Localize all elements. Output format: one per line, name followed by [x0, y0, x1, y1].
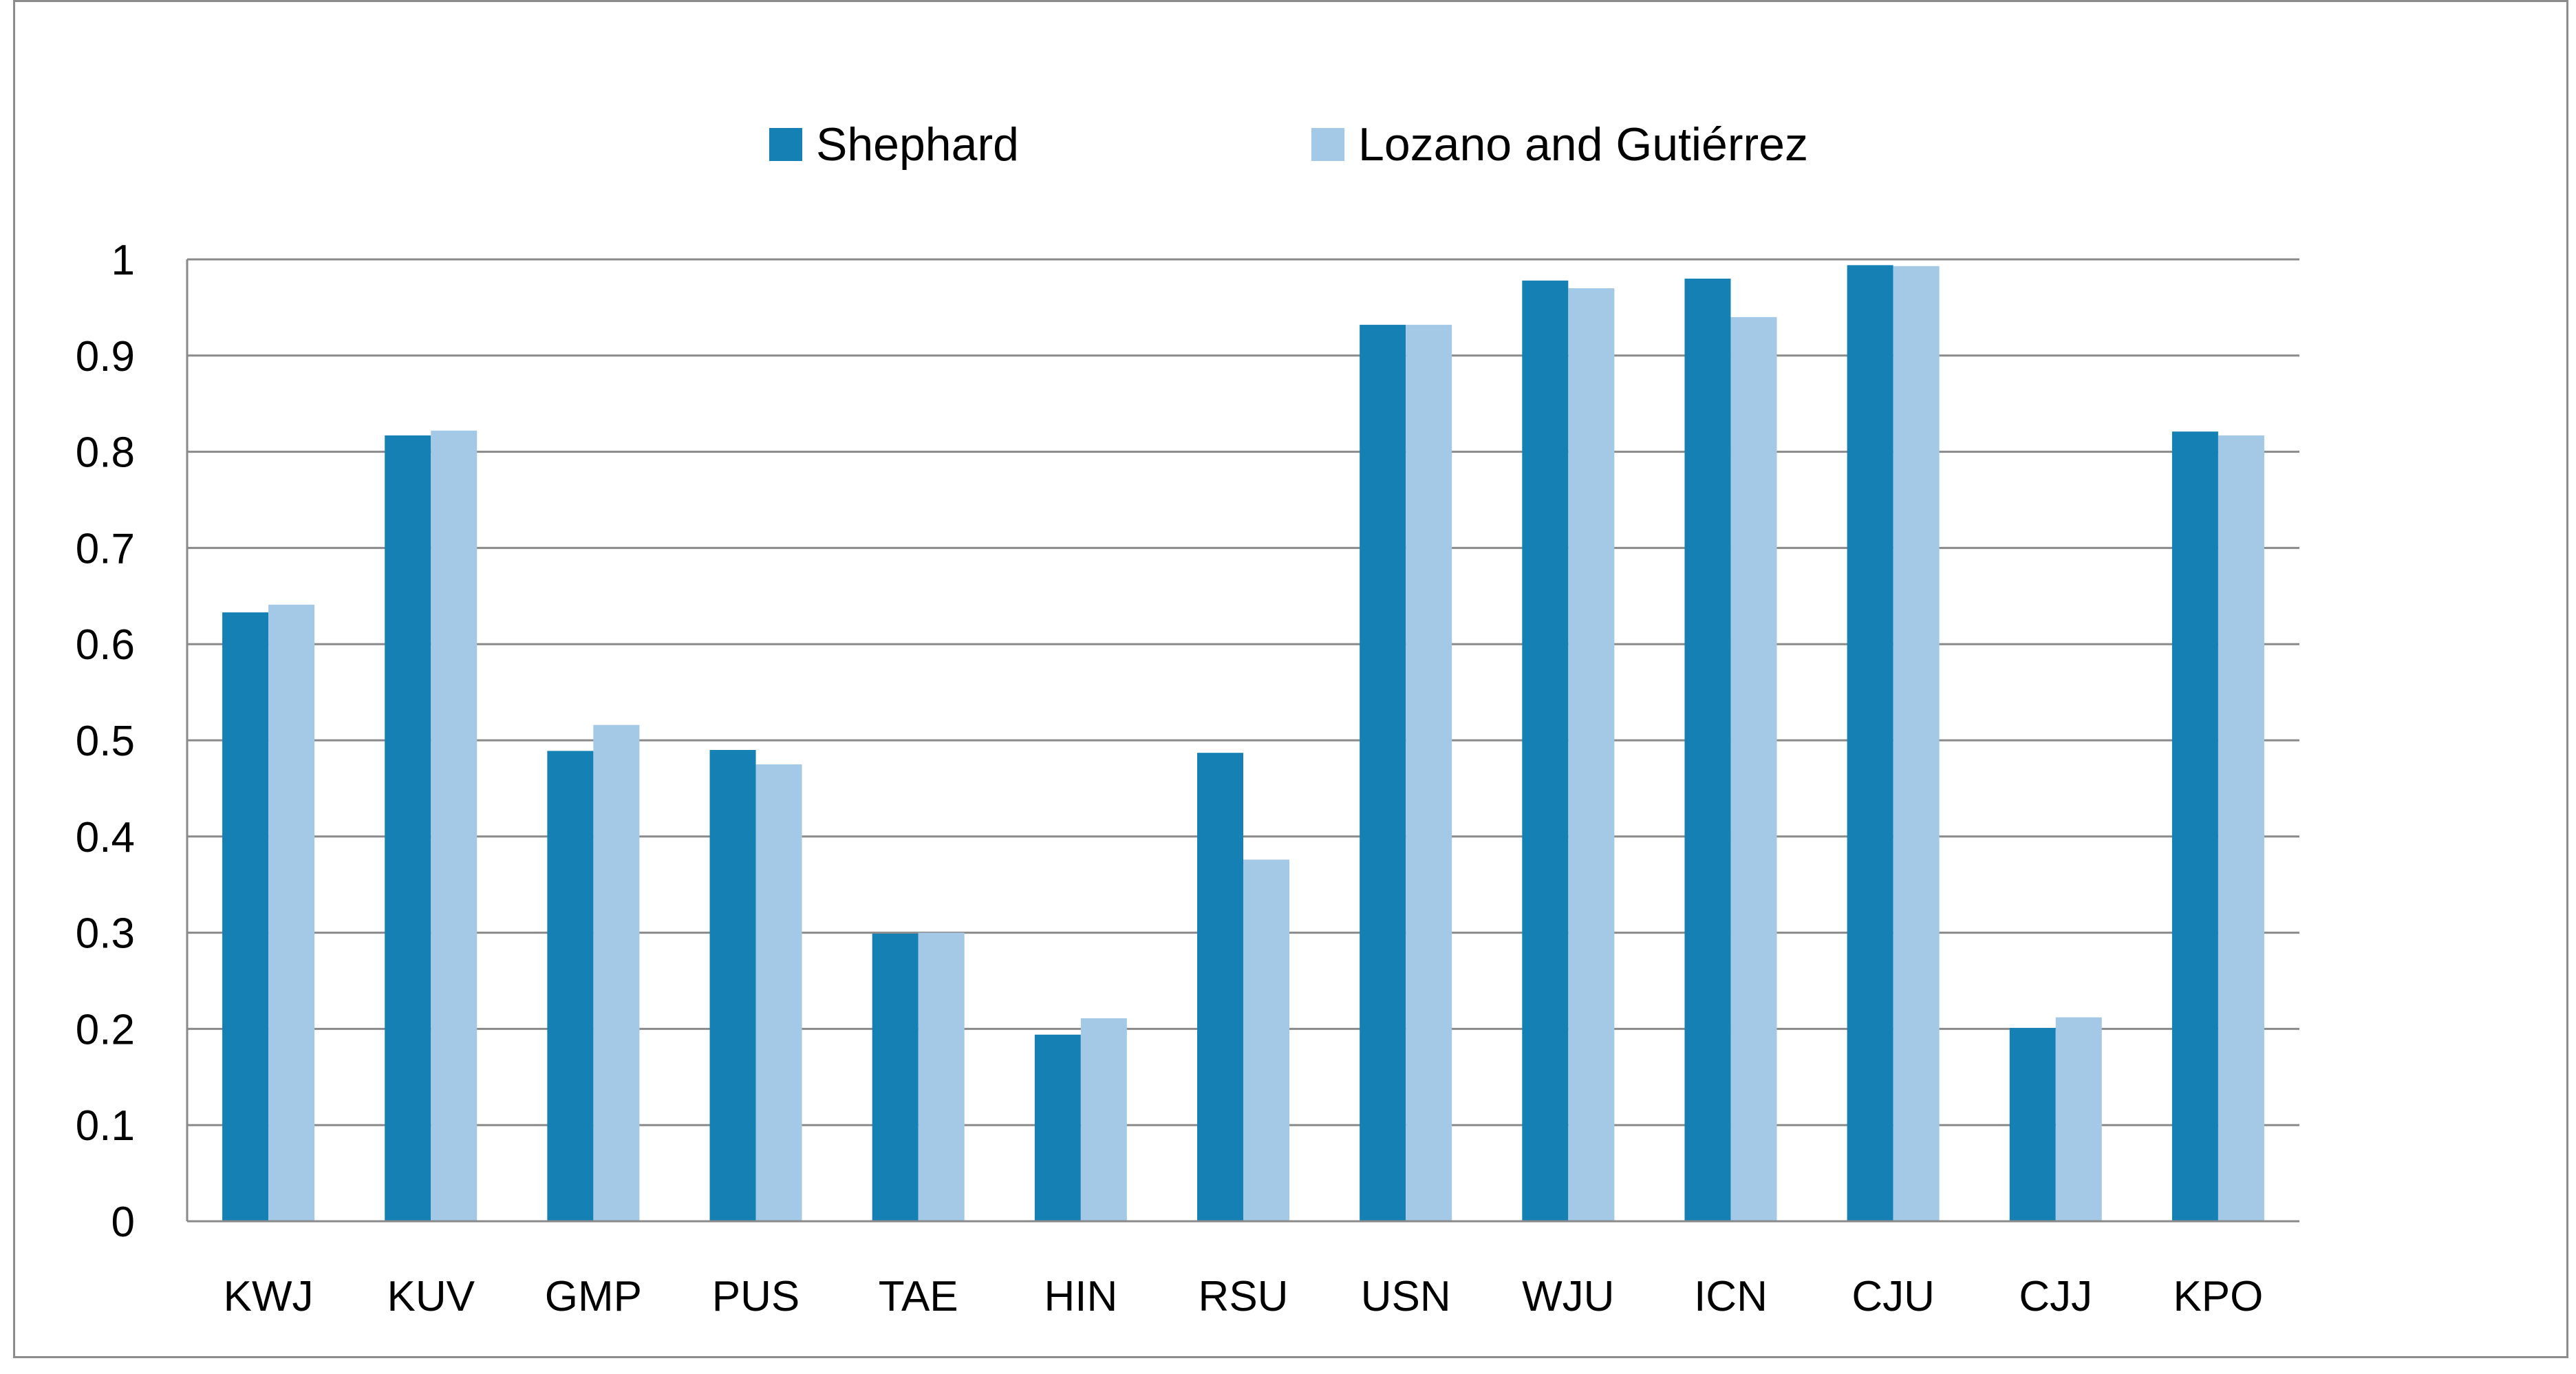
x-tick-label: PUS: [712, 1273, 799, 1320]
y-tick-label: 0.8: [76, 429, 135, 477]
x-tick-label: KPO: [2173, 1273, 2263, 1320]
bar-hin-series-2: [1080, 1018, 1127, 1221]
bar-gmp-series-2: [593, 724, 640, 1221]
bar-hin-series-1: [1034, 1034, 1081, 1221]
legend-swatch-series-1: [769, 128, 802, 161]
x-tick-label: WJU: [1522, 1273, 1614, 1320]
bar-tae-series-1: [872, 933, 919, 1221]
bar-icn-series-2: [1730, 316, 1777, 1221]
gridlines: [187, 258, 2299, 1126]
x-tick-label: TAE: [879, 1273, 958, 1320]
y-tick-label: 0.1: [76, 1102, 135, 1150]
y-tick-labels: 0 0.1 0.2 0.3 0.4 0.5 0.6 0.7 0.8 0.9 1: [76, 237, 135, 1246]
bar-cjj-series-1: [2009, 1028, 2056, 1221]
x-tick-label: KUV: [387, 1273, 475, 1320]
bar-wju-series-2: [1568, 288, 1615, 1222]
bar-usn-series-2: [1406, 325, 1452, 1222]
bars: [222, 265, 2264, 1222]
x-tick-label: CJU: [1852, 1273, 1935, 1320]
x-tick-label: KWJ: [224, 1273, 314, 1320]
y-tick-label: 0.2: [76, 1006, 135, 1053]
x-tick-labels: KWJ KUV GMP PUS TAE HIN RSU USN WJU ICN CJU CJJ KPO: [224, 1273, 2264, 1320]
bar-pus-series-1: [709, 749, 756, 1221]
y-tick-label: 0.7: [76, 525, 135, 572]
bar-cjj-series-2: [2055, 1017, 2102, 1221]
bar-kuv-series-1: [385, 435, 431, 1221]
y-tick-label: 0.4: [76, 814, 135, 861]
x-tick-label: GMP: [545, 1273, 642, 1320]
bar-kwj-series-2: [268, 604, 315, 1221]
x-tick-label: ICN: [1694, 1273, 1768, 1320]
x-tick-label: CJJ: [2019, 1273, 2092, 1320]
x-tick-label: HIN: [1044, 1273, 1117, 1320]
x-tick-label: USN: [1361, 1273, 1451, 1320]
legend-label-series-2: Lozano and Gutiérrez: [1358, 118, 1808, 171]
legend-swatch-series-2: [1311, 128, 1344, 161]
bar-tae-series-2: [918, 932, 965, 1221]
bar-icn-series-1: [1684, 278, 1731, 1222]
y-tick-label: 0.5: [76, 718, 135, 765]
bar-cju-series-1: [1847, 265, 1893, 1222]
bar-wju-series-1: [1522, 280, 1569, 1222]
bar-cju-series-2: [1893, 266, 1940, 1221]
y-tick-label: 0: [111, 1199, 135, 1246]
bar-rsu-series-1: [1197, 753, 1243, 1221]
bar-kpo-series-1: [2171, 431, 2218, 1222]
y-tick-label: 1: [111, 237, 135, 284]
bar-rsu-series-2: [1243, 859, 1289, 1221]
y-tick-label: 0.9: [76, 333, 135, 380]
y-tick-label: 0.6: [76, 621, 135, 669]
bar-pus-series-2: [755, 764, 802, 1221]
y-tick-label: 0.3: [76, 910, 135, 958]
bar-usn-series-1: [1360, 325, 1406, 1222]
bar-kpo-series-2: [2218, 435, 2264, 1221]
legend: Shephard Lozano and Gutiérrez: [769, 118, 1808, 171]
x-tick-label: RSU: [1199, 1273, 1289, 1320]
bar-gmp-series-1: [547, 751, 594, 1221]
bar-kwj-series-1: [222, 612, 269, 1221]
axes: [186, 259, 2299, 1223]
bar-kuv-series-2: [431, 430, 477, 1221]
legend-label-series-1: Shephard: [816, 118, 1019, 171]
